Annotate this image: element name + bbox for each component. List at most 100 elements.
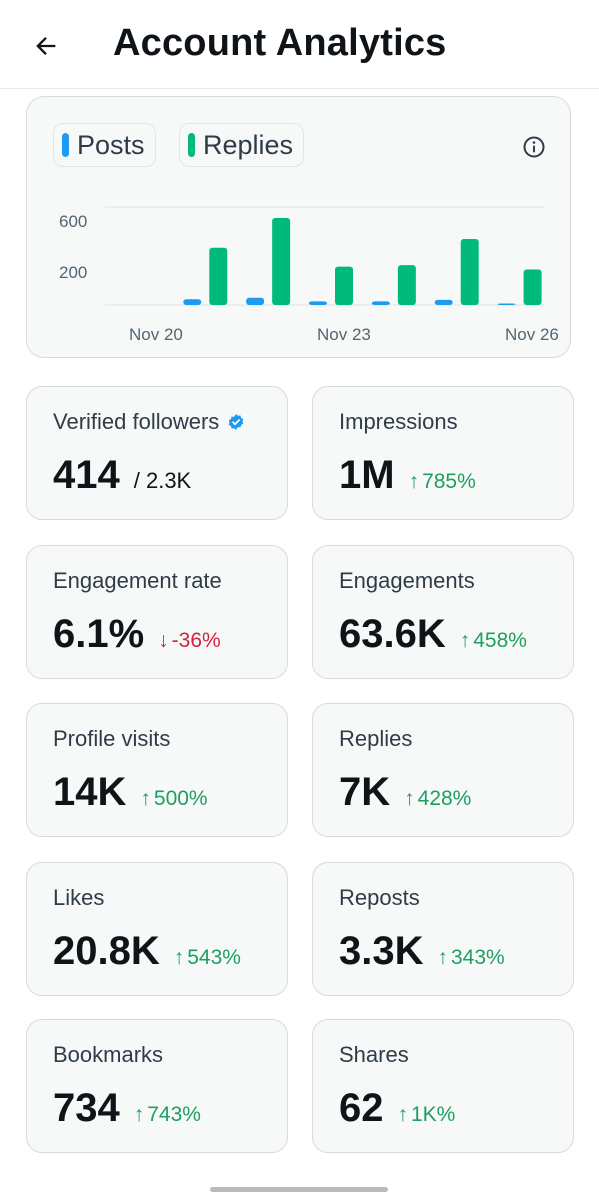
legend-posts-toggle[interactable]: Posts — [53, 123, 156, 167]
stat-change-value: 1K% — [411, 1103, 456, 1126]
bar-chart: 600 200 Nov 20 Nov 23 Nov 26 — [59, 206, 559, 344]
stat-label: Engagement rate — [53, 568, 222, 594]
stat-value-row: 6.1% ↓ -36% — [53, 612, 221, 657]
stat-card-profile-visits[interactable]: Profile visits 14K ↑ 500% — [26, 703, 288, 837]
bar-posts-nov-21 — [183, 299, 202, 305]
stat-label-text: Profile visits — [53, 726, 171, 751]
stat-value: 1M — [339, 453, 395, 497]
posts-color-swatch — [62, 133, 69, 157]
stat-change: ↑ 785% — [409, 470, 476, 494]
x-tick-label: Nov 26 — [505, 325, 559, 344]
bar-replies-nov-24 — [397, 265, 416, 305]
stat-change: ↑ 500% — [140, 787, 207, 811]
stat-label: Verified followers — [53, 409, 245, 435]
stat-card-engagements[interactable]: Engagements 63.6K ↑ 458% — [312, 545, 574, 679]
bar-posts-nov-24 — [371, 301, 390, 305]
stat-change-value: 785% — [422, 470, 476, 493]
stat-value-row: 414 / 2.3K — [53, 453, 191, 498]
stat-value: 62 — [339, 1086, 384, 1130]
back-arrow-icon — [36, 37, 56, 55]
stat-label: Likes — [53, 885, 104, 911]
bar-replies-nov-25 — [460, 239, 479, 305]
stat-card-reposts[interactable]: Reposts 3.3K ↑ 343% — [312, 862, 574, 996]
stat-value-row: 20.8K ↑ 543% — [53, 929, 241, 974]
stat-label: Replies — [339, 726, 412, 752]
legend-replies-toggle[interactable]: Replies — [179, 123, 305, 167]
bar-replies-nov-22 — [272, 218, 291, 305]
back-button[interactable] — [22, 22, 70, 70]
stat-label-text: Likes — [53, 885, 105, 910]
info-icon[interactable] — [522, 135, 546, 159]
stat-label-text: Shares — [339, 1042, 409, 1067]
stat-value: 414 — [53, 453, 120, 497]
replies-color-swatch — [188, 133, 195, 157]
stat-label-text: Verified followers — [53, 409, 220, 434]
stat-change-value: 500% — [153, 787, 208, 810]
stat-value-row: 734 ↑ 743% — [53, 1086, 201, 1131]
arrow-up-icon: ↑ — [397, 1103, 409, 1126]
stat-value-row: 14K ↑ 500% — [53, 770, 208, 815]
stat-label: Engagements — [339, 568, 475, 594]
stat-change-value: 343% — [451, 946, 505, 969]
stat-label: Shares — [339, 1042, 409, 1068]
stat-change: ↑ 458% — [460, 629, 527, 653]
bar-posts-nov-23 — [309, 301, 327, 305]
stat-card-impressions[interactable]: Impressions 1M ↑ 785% — [312, 386, 574, 520]
x-tick-label: Nov 20 — [129, 325, 183, 344]
stat-value: 7K — [339, 770, 391, 814]
stat-change-value: 543% — [187, 946, 241, 969]
stat-label-text: Reposts — [339, 885, 420, 910]
arrow-up-icon: ↑ — [404, 787, 415, 810]
stat-value-row: 63.6K ↑ 458% — [339, 612, 527, 657]
y-tick-label: 200 — [59, 263, 87, 282]
stat-card-shares[interactable]: Shares 62 ↑ 1K% — [312, 1019, 574, 1153]
legend-posts-label: Posts — [77, 129, 145, 160]
arrow-up-icon: ↑ — [408, 470, 420, 493]
stat-change-value: 428% — [417, 787, 472, 810]
stat-value-row: 62 ↑ 1K% — [339, 1086, 455, 1131]
gesture-navigation-bar[interactable] — [210, 1187, 388, 1192]
stat-value-row: 7K ↑ 428% — [339, 770, 471, 815]
x-tick-label: Nov 23 — [317, 325, 371, 344]
stat-value-row: 1M ↑ 785% — [339, 453, 476, 498]
stat-value-row: 3.3K ↑ 343% — [339, 929, 505, 974]
bar-replies-nov-21 — [209, 247, 228, 305]
activity-chart-card: Posts Replies 600 200 Nov 20 Nov 23 Nov 26 — [26, 96, 571, 358]
stat-change-value: -36% — [171, 629, 221, 652]
stat-value: 3.3K — [339, 929, 424, 973]
stat-label-text: Engagement rate — [53, 568, 222, 593]
stat-card-engagement-rate[interactable]: Engagement rate 6.1% ↓ -36% — [26, 545, 288, 679]
stat-label-text: Bookmarks — [53, 1042, 164, 1067]
legend-replies-label: Replies — [203, 129, 294, 160]
bar-posts-nov-25 — [434, 299, 453, 305]
page-title: Account Analytics — [113, 22, 447, 64]
arrow-up-icon: ↑ — [173, 946, 185, 969]
arrow-up-icon: ↑ — [459, 629, 471, 652]
stat-label-text: Impressions — [339, 409, 458, 434]
stat-card-verified-followers[interactable]: Verified followers 414 / 2.3K — [26, 386, 288, 520]
stat-card-likes[interactable]: Likes 20.8K ↑ 543% — [26, 862, 288, 996]
stat-label: Reposts — [339, 885, 420, 911]
arrow-up-icon: ↑ — [133, 1103, 145, 1126]
arrow-down-icon: ↓ — [158, 629, 169, 652]
bar-posts-nov-22 — [246, 297, 265, 305]
stat-change: ↑ 1K% — [398, 1103, 456, 1127]
stat-change: ↓ -36% — [158, 629, 221, 653]
stat-change: ↑ 543% — [174, 946, 241, 970]
verified-badge-icon — [229, 414, 244, 430]
stat-label: Profile visits — [53, 726, 170, 752]
stat-card-replies[interactable]: Replies 7K ↑ 428% — [312, 703, 574, 837]
stat-value: 20.8K — [53, 929, 160, 973]
stat-label: Bookmarks — [53, 1042, 163, 1068]
stat-change-value: 743% — [147, 1103, 201, 1126]
stat-value: 6.1% — [53, 612, 145, 656]
stat-value: 14K — [53, 770, 127, 814]
stat-label-text: Engagements — [339, 568, 475, 593]
bar-replies-nov-26 — [523, 269, 542, 305]
arrow-up-icon: ↑ — [140, 787, 151, 810]
y-tick-label: 600 — [59, 212, 87, 231]
stat-label-text: Replies — [339, 726, 413, 751]
stat-change-value: 458% — [473, 629, 527, 652]
arrow-up-icon: ↑ — [437, 946, 449, 969]
stat-card-bookmarks[interactable]: Bookmarks 734 ↑ 743% — [26, 1019, 288, 1153]
